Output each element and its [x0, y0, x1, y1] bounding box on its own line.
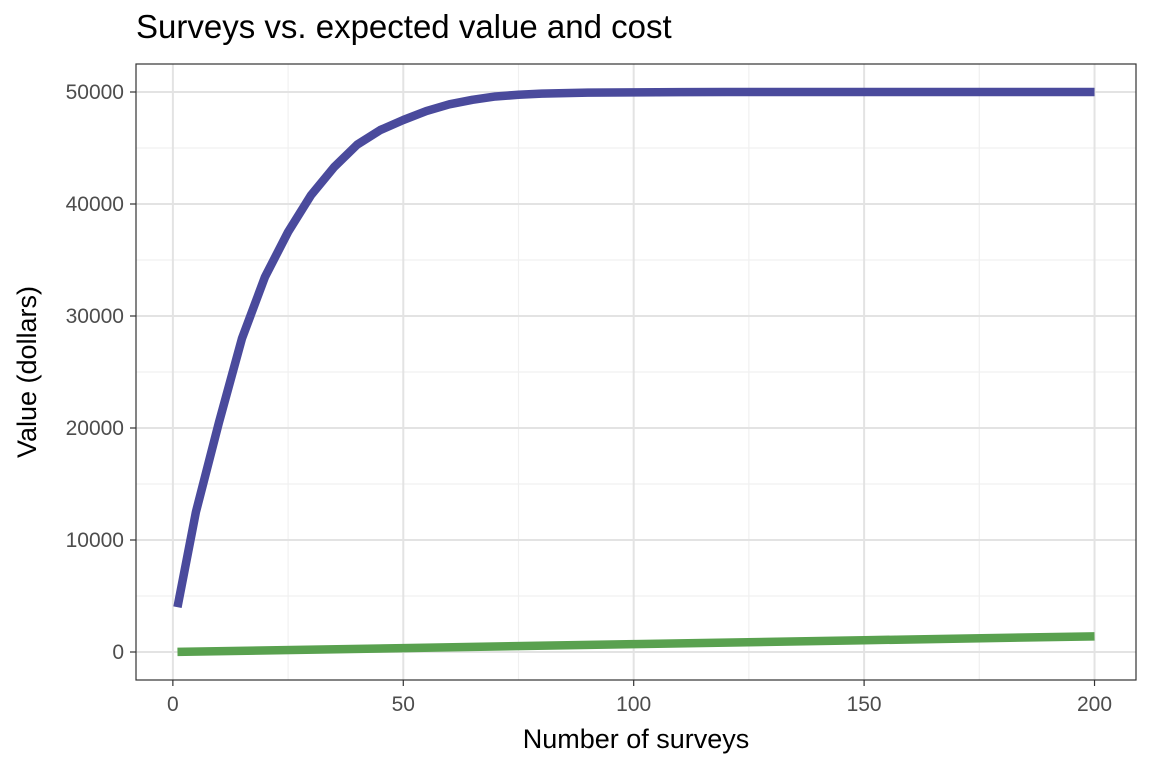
- y-tick-label: 50000: [66, 81, 124, 104]
- y-tick-label: 40000: [66, 193, 124, 216]
- x-tick-label: 50: [392, 693, 415, 716]
- grid-minor: [136, 64, 1136, 680]
- x-tick-label: 0: [167, 693, 179, 716]
- y-tick-label: 0: [112, 641, 124, 664]
- chart-title: Surveys vs. expected value and cost: [136, 8, 672, 45]
- y-tick-label: 20000: [66, 417, 124, 440]
- x-tick-label: 150: [847, 693, 882, 716]
- x-tick-label: 200: [1077, 693, 1112, 716]
- series-layer: [173, 87, 1095, 657]
- series-line-2: [177, 632, 1095, 657]
- y-axis-label: Value (dollars): [12, 286, 42, 458]
- x-axis-label: Number of surveys: [523, 724, 750, 754]
- x-axis: 0 50 100 150 200: [167, 680, 1112, 716]
- plot-border: [135, 63, 1137, 681]
- y-tick-label: 30000: [66, 305, 124, 328]
- y-tick-label: 10000: [66, 529, 124, 552]
- series-line-1: [173, 87, 1095, 609]
- x-tick-label: 100: [616, 693, 651, 716]
- y-axis: 0 10000 20000 30000 40000 50000: [66, 81, 136, 664]
